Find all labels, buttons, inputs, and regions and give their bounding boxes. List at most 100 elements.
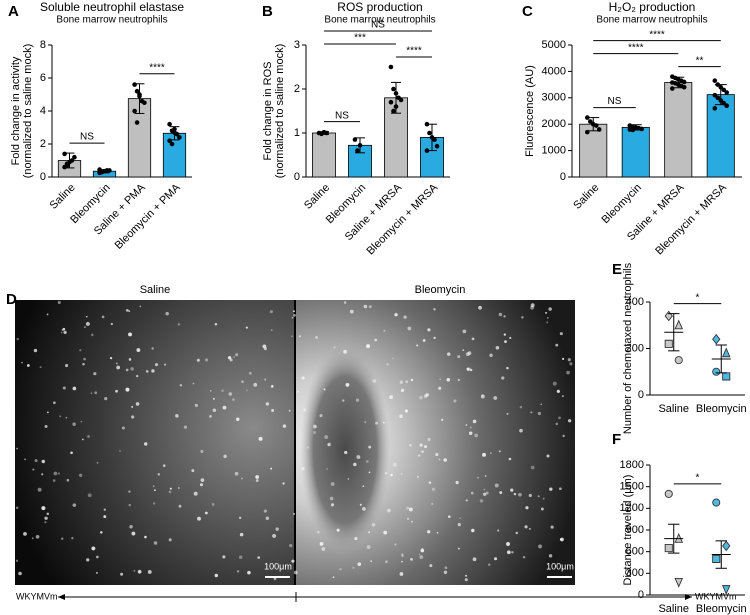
y-tick-label: 2 [294,83,300,95]
cell [293,512,295,515]
cell [508,458,511,461]
cell [549,487,553,491]
cell [362,507,366,511]
cell [152,485,155,488]
cell [93,372,97,376]
cell [525,506,529,510]
cell [214,323,218,326]
cell [474,433,478,438]
cell [204,358,209,362]
cell [428,481,432,484]
cell [199,483,203,487]
cell [530,303,535,308]
cell [485,491,489,495]
cell [362,485,365,488]
cell [468,431,473,435]
bar [621,126,650,178]
cell [262,344,267,349]
cell [401,554,404,557]
cell [291,559,295,563]
cell [546,316,549,319]
cell [530,305,534,310]
cell [441,418,444,422]
cell [65,416,68,419]
panel-letter: D [6,291,17,308]
y-tick-label: 2 [40,138,46,150]
point [712,92,718,98]
point [177,135,182,140]
cell [329,496,334,501]
point [355,148,360,153]
cell [465,352,470,357]
saline-image [15,300,295,585]
y-tick-label: 3 [294,39,300,51]
chart-subtitle: Bone marrow neutrophils [56,15,167,26]
cell [128,332,133,337]
cell [506,366,509,370]
cell [344,450,348,455]
cell [431,487,436,491]
point [434,143,440,149]
cell [558,416,561,420]
cell [478,305,482,310]
cell [227,356,232,360]
significance-label: **** [628,42,644,53]
point [674,356,683,365]
cell [84,326,86,328]
cell [104,396,108,401]
cell [515,531,518,535]
cell [384,472,388,475]
point [724,90,729,95]
y-tick-label: 8 [40,39,46,51]
point [167,121,172,127]
cell [407,326,412,331]
x-tick-label: Bleomycin + MRSA [364,181,440,257]
cell [324,435,329,440]
point [724,103,729,109]
cell [228,392,233,396]
cell [209,414,212,418]
cell [153,489,156,492]
point [674,577,684,588]
cell [271,409,275,412]
cell [332,576,335,579]
cell [197,516,201,521]
cell [562,434,565,438]
cell [15,559,19,562]
cell [464,578,468,582]
cell [333,346,336,349]
cell [479,499,484,503]
cell [32,468,35,471]
cell [100,531,103,534]
point [174,131,180,137]
cell [193,491,198,496]
cell [453,399,457,403]
cell [145,370,149,373]
image-label: Bleomycin [415,284,466,296]
cell [162,464,166,467]
cell [319,414,323,418]
panel-letter: C [522,3,533,20]
cell [510,488,514,492]
cell [339,568,342,571]
cell [291,335,293,338]
cell [270,385,274,389]
cell [438,458,441,461]
cell [139,305,142,308]
point [712,498,721,507]
cell [212,408,217,413]
cell [245,326,248,329]
chart-subtitle: Bone marrow neutrophils [324,15,435,26]
y-tick-label: 900 [626,524,644,536]
cell [408,507,413,512]
cell [178,504,182,508]
cell [15,506,19,510]
cell [62,327,66,331]
cell [368,471,371,474]
cell [416,475,420,479]
cell [390,473,393,477]
cell [342,399,345,402]
cell [232,398,235,401]
cell [109,357,113,360]
